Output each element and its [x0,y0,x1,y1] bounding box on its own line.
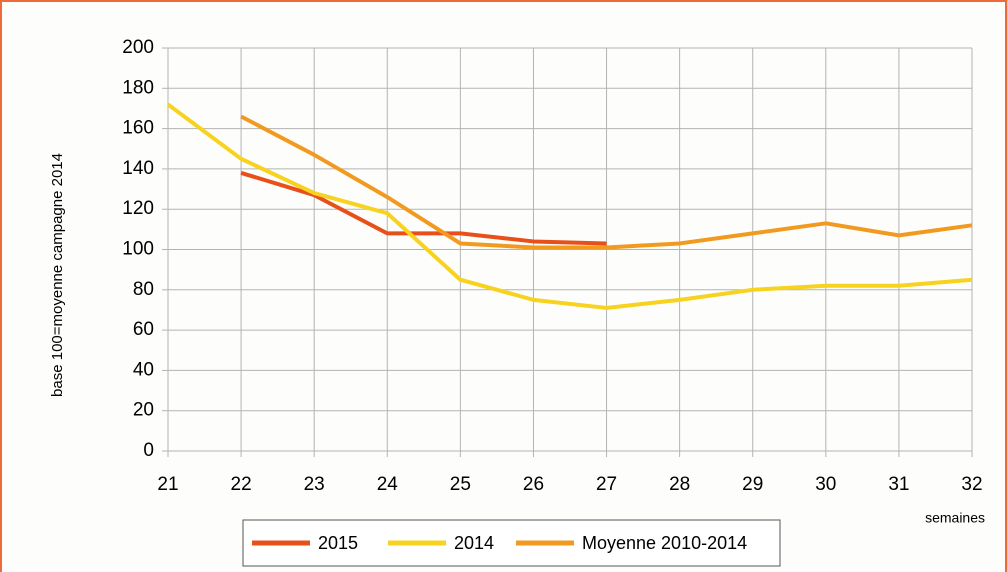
series-line [240,114,973,250]
y-tick-label: 140 [122,158,154,179]
x-tick-label: 30 [815,474,836,495]
x-axis-label: semaines [925,510,985,526]
y-tick-label: 20 [133,400,154,421]
x-tick-label: 22 [231,474,252,495]
y-tick-label: 120 [122,198,154,219]
legend-label: 2015 [318,533,358,553]
x-tick-label: 21 [157,474,178,495]
y-tick-label: 40 [133,359,154,380]
y-tick-label: 0 [143,440,154,461]
series-line [240,171,607,246]
y-tick-label: 80 [133,279,154,300]
x-tick-label: 32 [961,474,982,495]
legend-box [242,519,781,567]
y-tick-label: 160 [122,118,154,139]
x-tick-label: 31 [888,474,909,495]
y-tick-label: 60 [133,319,154,340]
x-tick-label: 24 [377,474,399,495]
series-line [166,102,973,310]
y-tick-label: 200 [122,37,154,58]
x-tick-label: 26 [523,474,544,495]
x-tick-label: 27 [596,474,617,495]
x-tick-label: 23 [304,474,325,495]
legend-label: 2014 [454,533,494,553]
x-tick-label: 28 [669,474,690,495]
y-axis-label: base 100=moyenne campagne 2014 [49,153,66,397]
legend-label: Moyenne 2010-2014 [582,533,747,553]
x-tick-label: 25 [450,474,471,495]
y-tick-label: 100 [122,239,154,260]
x-tick-label: 29 [742,474,763,495]
y-tick-label: 180 [122,77,154,98]
